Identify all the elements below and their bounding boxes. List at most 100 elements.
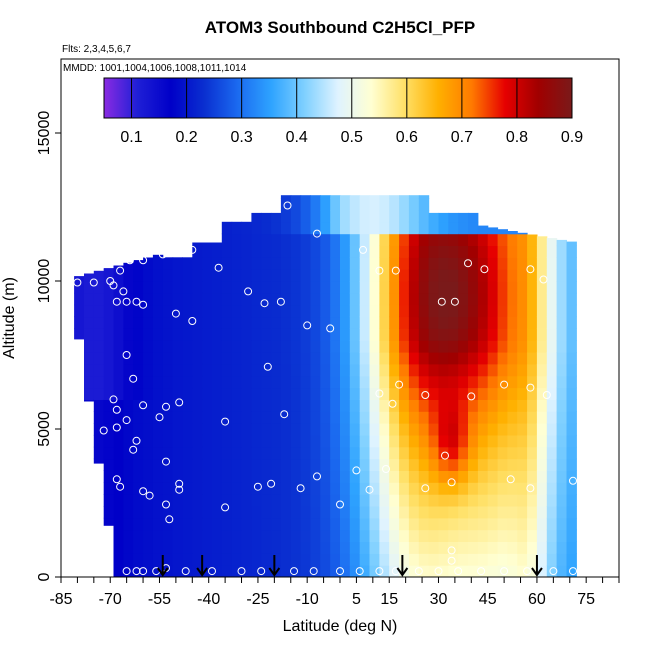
field-cell bbox=[536, 553, 548, 566]
field-cell bbox=[300, 506, 311, 519]
field-cell bbox=[123, 423, 134, 436]
field-cell bbox=[172, 352, 183, 365]
field-cell bbox=[418, 292, 430, 306]
sample-point bbox=[326, 324, 335, 333]
field-cell bbox=[192, 328, 203, 341]
field-cell bbox=[556, 411, 567, 424]
y-tick-label: 0 bbox=[36, 572, 53, 581]
field-cell bbox=[428, 233, 439, 246]
field-cell bbox=[507, 553, 518, 566]
field-cell bbox=[231, 281, 243, 294]
field-cell bbox=[399, 340, 410, 353]
field-cell bbox=[389, 446, 400, 460]
field-cell bbox=[359, 482, 371, 495]
field-cell bbox=[152, 423, 164, 436]
field-cell bbox=[428, 458, 439, 471]
field-cell bbox=[507, 517, 518, 531]
field-cell bbox=[369, 565, 380, 577]
field-cell bbox=[221, 553, 233, 566]
field-cell bbox=[349, 446, 361, 460]
field-cell bbox=[113, 506, 124, 519]
field-cell bbox=[320, 446, 331, 460]
field-cell bbox=[261, 221, 272, 235]
field-cell bbox=[428, 434, 439, 448]
field-cell bbox=[310, 221, 321, 235]
field-cell bbox=[477, 482, 489, 495]
sample-point bbox=[375, 266, 384, 275]
field-cell bbox=[162, 340, 174, 353]
field-cell bbox=[428, 565, 439, 577]
field-cell bbox=[556, 292, 567, 306]
field-cell bbox=[143, 482, 154, 495]
field-cell bbox=[212, 565, 223, 577]
field-cell bbox=[418, 210, 430, 223]
field-cell bbox=[143, 565, 154, 577]
field-cell bbox=[527, 541, 538, 554]
field-cell bbox=[517, 281, 528, 294]
field-cell bbox=[143, 375, 154, 389]
field-cell bbox=[369, 494, 380, 507]
field-cell bbox=[359, 269, 371, 282]
field-cell bbox=[448, 375, 459, 389]
field-cell bbox=[389, 482, 400, 495]
field-cell bbox=[192, 423, 203, 436]
field-cell bbox=[477, 375, 489, 389]
field-cell bbox=[556, 517, 567, 531]
field-cell bbox=[468, 446, 479, 460]
field-cell bbox=[280, 529, 292, 542]
field-cell bbox=[192, 363, 203, 377]
field-cell bbox=[320, 352, 331, 365]
field-cell bbox=[330, 352, 341, 365]
field-cell bbox=[517, 304, 528, 318]
field-cell bbox=[527, 387, 538, 400]
field-cell bbox=[566, 241, 577, 246]
field-cell bbox=[349, 340, 361, 353]
dates-annotation: MMDD: 1001,1004,1006,1008,1011,1014 bbox=[63, 63, 247, 74]
field-cell bbox=[556, 506, 567, 519]
field-cell bbox=[379, 494, 390, 507]
field-cell bbox=[152, 517, 164, 531]
sample-point bbox=[526, 484, 535, 493]
field-cell bbox=[280, 245, 292, 258]
field-cell bbox=[251, 257, 262, 270]
field-cell bbox=[379, 316, 390, 329]
field-cell bbox=[349, 399, 361, 412]
field-cell bbox=[408, 233, 420, 246]
field-cell bbox=[212, 257, 223, 270]
field-cell bbox=[399, 506, 410, 519]
field-cell bbox=[231, 470, 243, 483]
sample-point bbox=[116, 266, 125, 275]
field-cell bbox=[340, 470, 351, 483]
field-cell bbox=[477, 423, 489, 436]
field-cell bbox=[536, 387, 548, 400]
field-cell bbox=[399, 221, 410, 235]
field-cell bbox=[320, 529, 331, 542]
field-cell bbox=[162, 446, 174, 460]
field-cell bbox=[438, 269, 449, 282]
sample-point bbox=[139, 256, 148, 265]
field-cell bbox=[468, 281, 479, 294]
field-cell bbox=[202, 387, 213, 400]
y-tick-label: 5000 bbox=[36, 411, 53, 447]
sample-point bbox=[290, 567, 298, 576]
field-cell bbox=[300, 482, 311, 495]
field-cell bbox=[310, 245, 321, 258]
field-cell bbox=[428, 387, 439, 400]
field-cell bbox=[340, 506, 351, 519]
field-cell bbox=[300, 233, 311, 246]
field-cell bbox=[152, 506, 164, 519]
field-cell bbox=[359, 446, 371, 460]
field-cell bbox=[133, 529, 144, 542]
field-cell bbox=[536, 506, 548, 519]
field-cell bbox=[330, 316, 341, 329]
field-cell bbox=[172, 565, 183, 577]
field-cell bbox=[487, 257, 499, 270]
field-cell bbox=[340, 340, 351, 353]
field-cell bbox=[389, 411, 400, 424]
field-cell bbox=[536, 446, 548, 460]
field-cell bbox=[497, 245, 508, 258]
field-cell bbox=[202, 269, 213, 282]
field-cell bbox=[507, 446, 518, 460]
field-cell bbox=[379, 363, 390, 377]
field-cell bbox=[202, 316, 213, 329]
